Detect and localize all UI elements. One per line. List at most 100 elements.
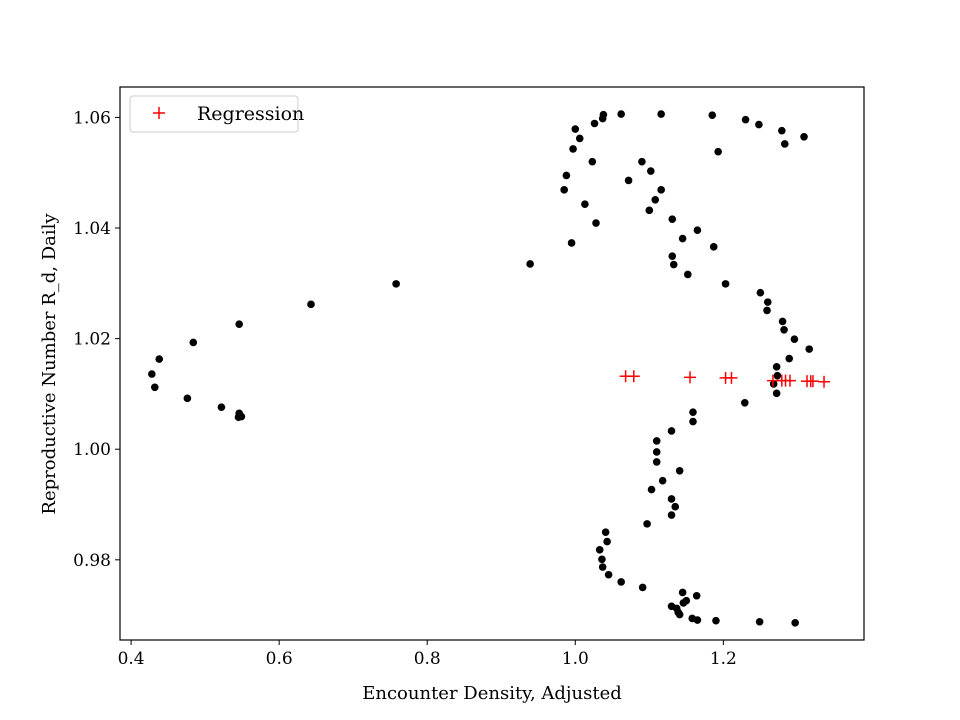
y-tick-label-0: 0.98: [73, 551, 111, 571]
data-point-52: [785, 354, 794, 363]
data-point-56: [772, 363, 781, 371]
regression-point-11: [806, 375, 819, 388]
legend: Regression: [129, 95, 304, 133]
data-point-50: [778, 317, 787, 326]
data-point-76: [595, 546, 604, 554]
data-point-18: [575, 134, 584, 143]
data-point-4: [183, 394, 192, 403]
x-axis-ticks: 0.4 0.6 0.8 1.0 1.2: [118, 640, 737, 669]
data-point-27: [638, 157, 646, 166]
data-point-82: [678, 588, 687, 597]
data-point-14: [560, 186, 568, 194]
data-point-79: [604, 570, 613, 579]
regression-point-12: [818, 375, 831, 388]
data-point-5: [217, 403, 226, 411]
data-point-42: [721, 280, 730, 288]
data-point-0: [148, 370, 156, 378]
y-tick-label-3: 1.04: [73, 219, 111, 239]
data-point-51: [780, 325, 788, 334]
y-axis-ticks: 0.98 1.00 1.02 1.04 1.06: [73, 108, 120, 571]
data-point-16: [569, 145, 577, 153]
data-point-31: [657, 110, 665, 118]
data-point-13: [567, 239, 576, 247]
data-point-53: [790, 335, 799, 343]
data-point-17: [571, 125, 580, 133]
data-point-91: [693, 616, 702, 624]
legend-label-regression: Regression: [197, 103, 304, 125]
data-point-6: [235, 320, 243, 329]
data-point-37: [684, 270, 692, 279]
data-point-68: [658, 476, 667, 485]
data-point-26: [624, 176, 633, 185]
data-point-57: [773, 371, 782, 380]
data-point-94: [791, 619, 799, 627]
data-point-85: [679, 599, 688, 607]
y-tick-label-2: 1.02: [73, 330, 111, 350]
legend-marker-regression: [153, 107, 165, 119]
data-point-54: [800, 132, 808, 141]
data-point-44: [755, 120, 763, 129]
data-point-28: [645, 206, 654, 215]
data-point-39: [708, 111, 717, 120]
data-point-46: [763, 306, 771, 315]
data-point-12: [526, 260, 534, 268]
data-point-40: [709, 243, 718, 251]
x-tick-label-3: 1.0: [562, 649, 589, 669]
data-point-32: [657, 186, 665, 194]
x-tick-label-4: 1.2: [710, 649, 737, 669]
x-tick-label-0: 0.4: [118, 649, 145, 669]
x-axis-label: Encounter Density, Adjusted: [362, 683, 622, 704]
data-point-73: [643, 520, 651, 528]
plot-frame: [119, 86, 865, 641]
regression-point-8: [783, 374, 796, 387]
data-point-59: [772, 389, 781, 398]
data-point-24: [599, 110, 608, 119]
data-point-43: [741, 115, 750, 124]
data-point-80: [617, 578, 625, 586]
data-point-65: [652, 448, 661, 456]
data-point-89: [675, 610, 684, 619]
data-point-35: [669, 260, 678, 269]
data-point-22: [592, 219, 600, 227]
data-point-83: [692, 591, 701, 600]
data-point-30: [651, 196, 660, 204]
data-point-81: [638, 583, 647, 592]
y-tick-label-1: 1.00: [73, 440, 111, 460]
regression-point-4: [725, 371, 738, 384]
data-point-21: [590, 119, 599, 128]
data-point-45: [756, 288, 765, 297]
data-point-48: [778, 126, 786, 135]
data-point-74: [601, 528, 610, 536]
data-point-2: [150, 383, 159, 392]
data-points-layer: [148, 110, 831, 627]
data-point-10: [307, 300, 315, 309]
data-point-3: [189, 338, 198, 347]
plot-area: [120, 87, 864, 640]
data-point-1: [155, 355, 164, 363]
data-point-9: [234, 413, 243, 421]
data-point-36: [678, 234, 687, 243]
data-point-11: [392, 280, 400, 288]
data-point-63: [667, 427, 676, 435]
x-tick-label-1: 0.6: [266, 649, 293, 669]
data-point-75: [603, 537, 611, 546]
data-point-61: [689, 408, 697, 416]
legend-box: [129, 95, 299, 133]
data-point-77: [598, 555, 606, 564]
data-point-55: [805, 345, 814, 353]
data-point-70: [667, 495, 676, 503]
data-point-29: [646, 167, 655, 175]
data-point-20: [588, 157, 597, 166]
data-point-78: [598, 563, 607, 571]
data-point-71: [671, 502, 680, 511]
data-point-72: [667, 511, 676, 519]
data-point-67: [675, 466, 684, 475]
x-tick-label-2: 0.8: [414, 649, 441, 669]
y-tick-label-4: 1.06: [73, 108, 111, 128]
data-point-15: [562, 171, 571, 180]
data-point-62: [689, 417, 697, 426]
data-point-25: [617, 110, 625, 118]
data-point-33: [668, 215, 677, 223]
data-point-64: [652, 437, 661, 445]
